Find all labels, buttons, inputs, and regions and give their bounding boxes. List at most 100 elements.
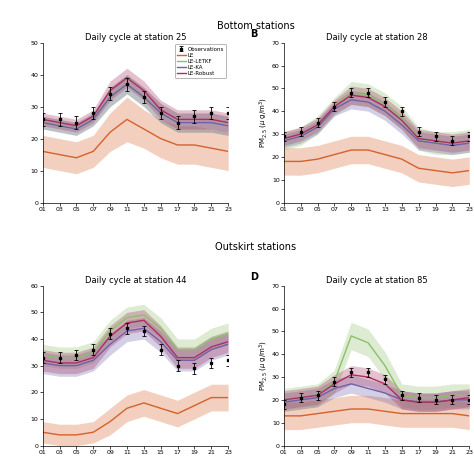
LE [91,429,96,435]
LE [73,155,79,161]
Title: Daily cycle at station 25: Daily cycle at station 25 [85,33,186,42]
LE-Robust [107,334,113,339]
LE-Robust [331,381,337,387]
Line: LE-KA: LE-KA [284,100,469,146]
LE-LETKF [466,138,472,144]
LE-Robust [57,360,63,366]
LE-Robust [91,113,96,119]
LE-KA [158,110,164,116]
LE [466,168,472,173]
LE-Robust [73,360,79,366]
LE-LETKF [399,115,405,121]
LE-KA [191,357,197,363]
LE-KA [416,399,421,405]
LE-Robust [191,117,197,122]
LE-LETKF [281,397,287,403]
LE-Robust [40,117,46,122]
LE [209,395,214,401]
LE-KA [158,339,164,345]
LE-LETKF [348,333,354,339]
Line: LE-Robust: LE-Robust [284,375,469,402]
LE-LETKF [365,340,371,346]
LE-KA [73,126,79,132]
LE [225,148,231,154]
Line: LE-Robust: LE-Robust [43,78,228,126]
LE [225,395,231,401]
LE-KA [281,399,287,405]
LE [107,129,113,135]
LE [348,406,354,412]
LE-Robust [416,136,421,141]
LE [449,411,455,417]
LE [416,165,421,171]
LE [40,148,46,154]
LE-LETKF [382,101,388,107]
LE-KA [141,326,146,331]
LE-LETKF [40,352,46,358]
LE-Robust [281,397,287,403]
LE-Robust [433,399,438,405]
LE-LETKF [225,331,231,337]
LE-KA [416,138,421,144]
LE [175,411,181,417]
LE [382,409,388,414]
LE [315,156,320,162]
LE [91,148,96,154]
LE-Robust [107,88,113,93]
Line: LE: LE [43,398,228,435]
Text: Bottom stations: Bottom stations [217,21,295,31]
LE-LETKF [73,355,79,360]
LE-KA [315,124,320,130]
LE-KA [365,386,371,392]
LE [191,142,197,148]
LE-KA [331,106,337,112]
LE-LETKF [141,312,146,318]
LE-LETKF [331,104,337,109]
Line: LE-KA: LE-KA [284,384,469,402]
LE-KA [399,397,405,403]
LE-LETKF [158,326,164,331]
LE-KA [209,347,214,353]
LE-LETKF [433,395,438,401]
LE-Robust [209,344,214,350]
LE-LETKF [298,395,303,401]
LE-Robust [433,138,438,144]
LE [466,413,472,419]
LE [399,156,405,162]
LE-Robust [191,355,197,360]
LE-KA [57,363,63,368]
LE-Robust [365,374,371,380]
LE-KA [348,97,354,102]
LE-LETKF [57,355,63,360]
Line: LE: LE [43,119,228,158]
LE-LETKF [91,117,96,122]
LE-Robust [466,138,472,144]
Line: LE-LETKF: LE-LETKF [284,336,469,400]
LE-LETKF [107,328,113,334]
LE-Robust [40,357,46,363]
LE-KA [107,341,113,347]
LE-Robust [281,136,287,141]
LE-LETKF [40,120,46,126]
LE-LETKF [225,123,231,128]
LE [449,170,455,176]
LE-KA [449,143,455,148]
LE-Robust [416,399,421,405]
LE-LETKF [124,315,130,320]
LE-LETKF [466,392,472,398]
LE-KA [449,397,455,403]
LE [57,152,63,157]
LE-LETKF [209,336,214,342]
Line: LE: LE [284,150,469,173]
LE-LETKF [416,395,421,401]
Line: LE-KA: LE-KA [43,328,228,365]
LE [399,411,405,417]
LE-LETKF [433,140,438,146]
LE-Robust [225,120,231,126]
Y-axis label: PM$_{2.5}$ ($\mu$ g/m$^3$): PM$_{2.5}$ ($\mu$ g/m$^3$) [258,97,270,148]
LE [298,159,303,164]
LE [141,400,146,406]
LE-KA [348,381,354,387]
LE-KA [175,120,181,126]
LE-LETKF [141,94,146,100]
